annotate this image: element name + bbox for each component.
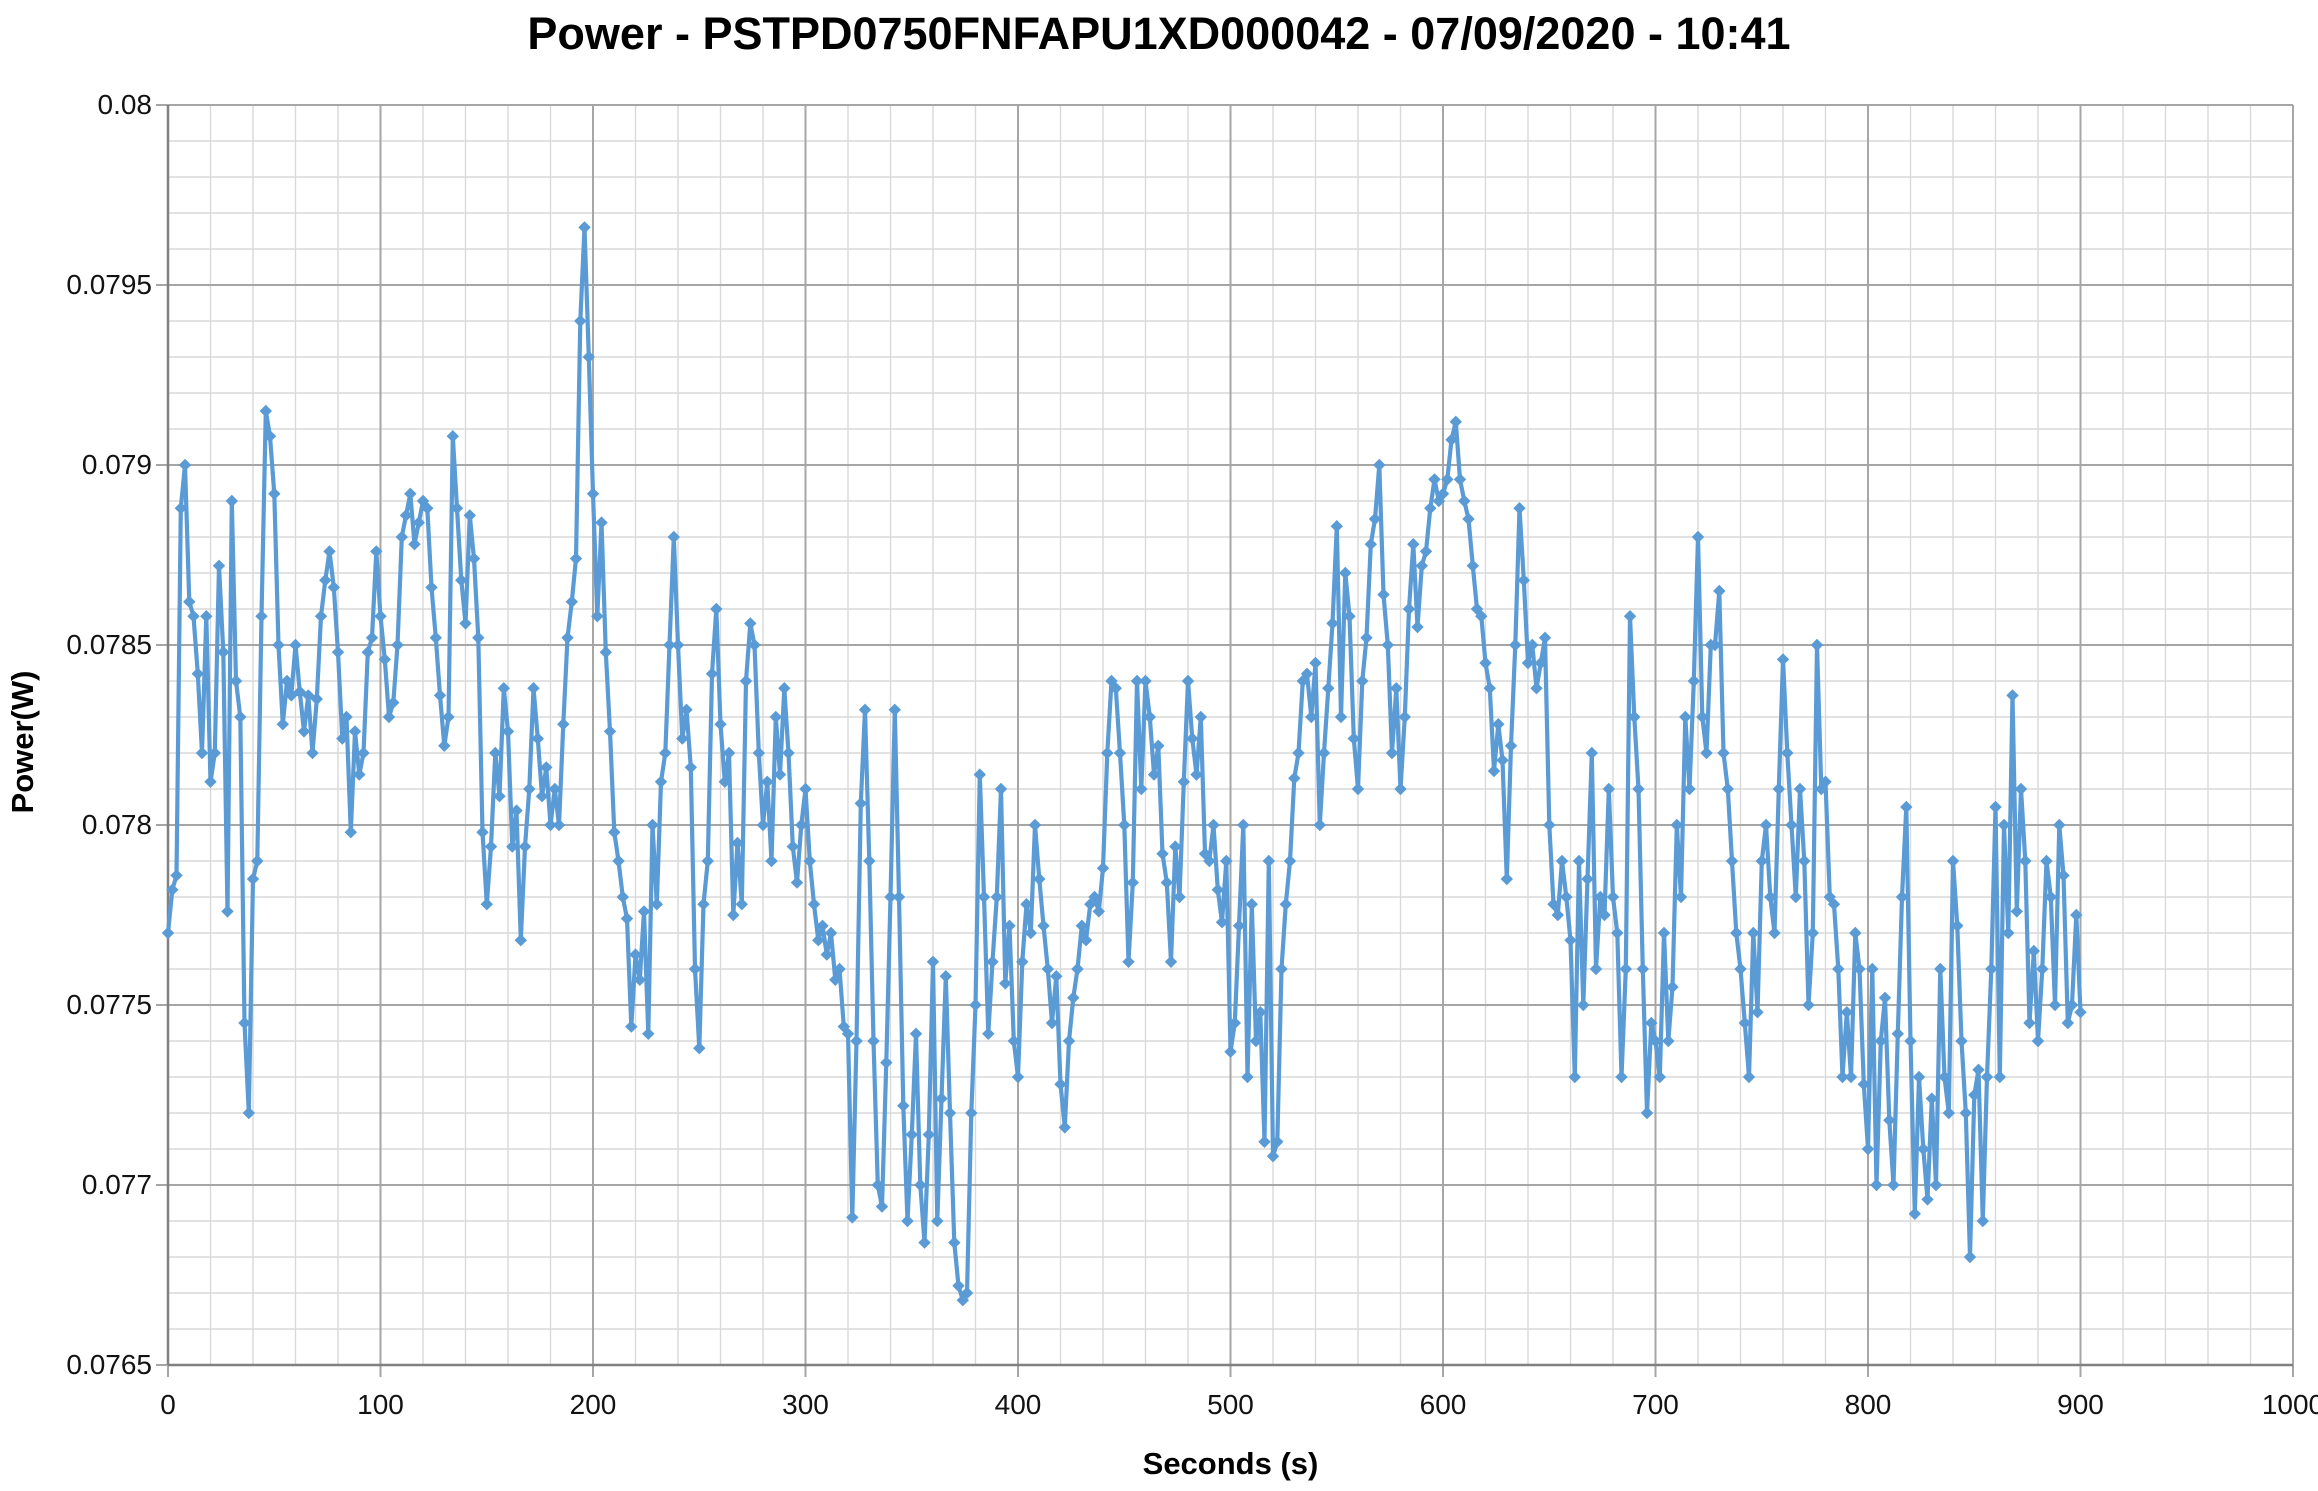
x-tick-label: 0 bbox=[160, 1389, 176, 1420]
x-tick-label: 600 bbox=[1419, 1389, 1467, 1420]
y-tick-label: 0.0765 bbox=[66, 1349, 152, 1380]
axis-lines bbox=[166, 105, 2293, 1367]
x-tick-label: 200 bbox=[569, 1389, 617, 1420]
x-tick-label: 500 bbox=[1207, 1389, 1254, 1420]
data-series-line bbox=[165, 225, 2083, 1303]
y-tick-label: 0.077 bbox=[81, 1169, 152, 1200]
x-tick-label: 300 bbox=[782, 1389, 829, 1420]
x-tick-label: 900 bbox=[2057, 1389, 2104, 1420]
x-tick-label: 100 bbox=[357, 1389, 404, 1420]
x-tick-label: 700 bbox=[1632, 1389, 1679, 1420]
y-tick-label: 0.0795 bbox=[66, 269, 152, 300]
x-tick-label: 400 bbox=[994, 1389, 1042, 1420]
y-tick-label: 0.079 bbox=[81, 449, 152, 480]
chart-title: Power - PSTPD0750FNFAPU1XD000042 - 07/09… bbox=[527, 8, 1791, 59]
y-tick-label: 0.078 bbox=[81, 809, 152, 840]
x-tick-label: 800 bbox=[1844, 1389, 1892, 1420]
x-axis-title: Seconds (s) bbox=[1142, 1446, 1319, 1481]
data-series-markers bbox=[161, 221, 2087, 1307]
x-tick-label: 1000 bbox=[2261, 1389, 2318, 1420]
y-tick-label: 0.0785 bbox=[66, 629, 152, 660]
axis-tick-marks bbox=[156, 104, 2294, 1377]
y-tick-label: 0.0775 bbox=[66, 989, 152, 1020]
y-tick-label: 0.08 bbox=[97, 89, 153, 120]
